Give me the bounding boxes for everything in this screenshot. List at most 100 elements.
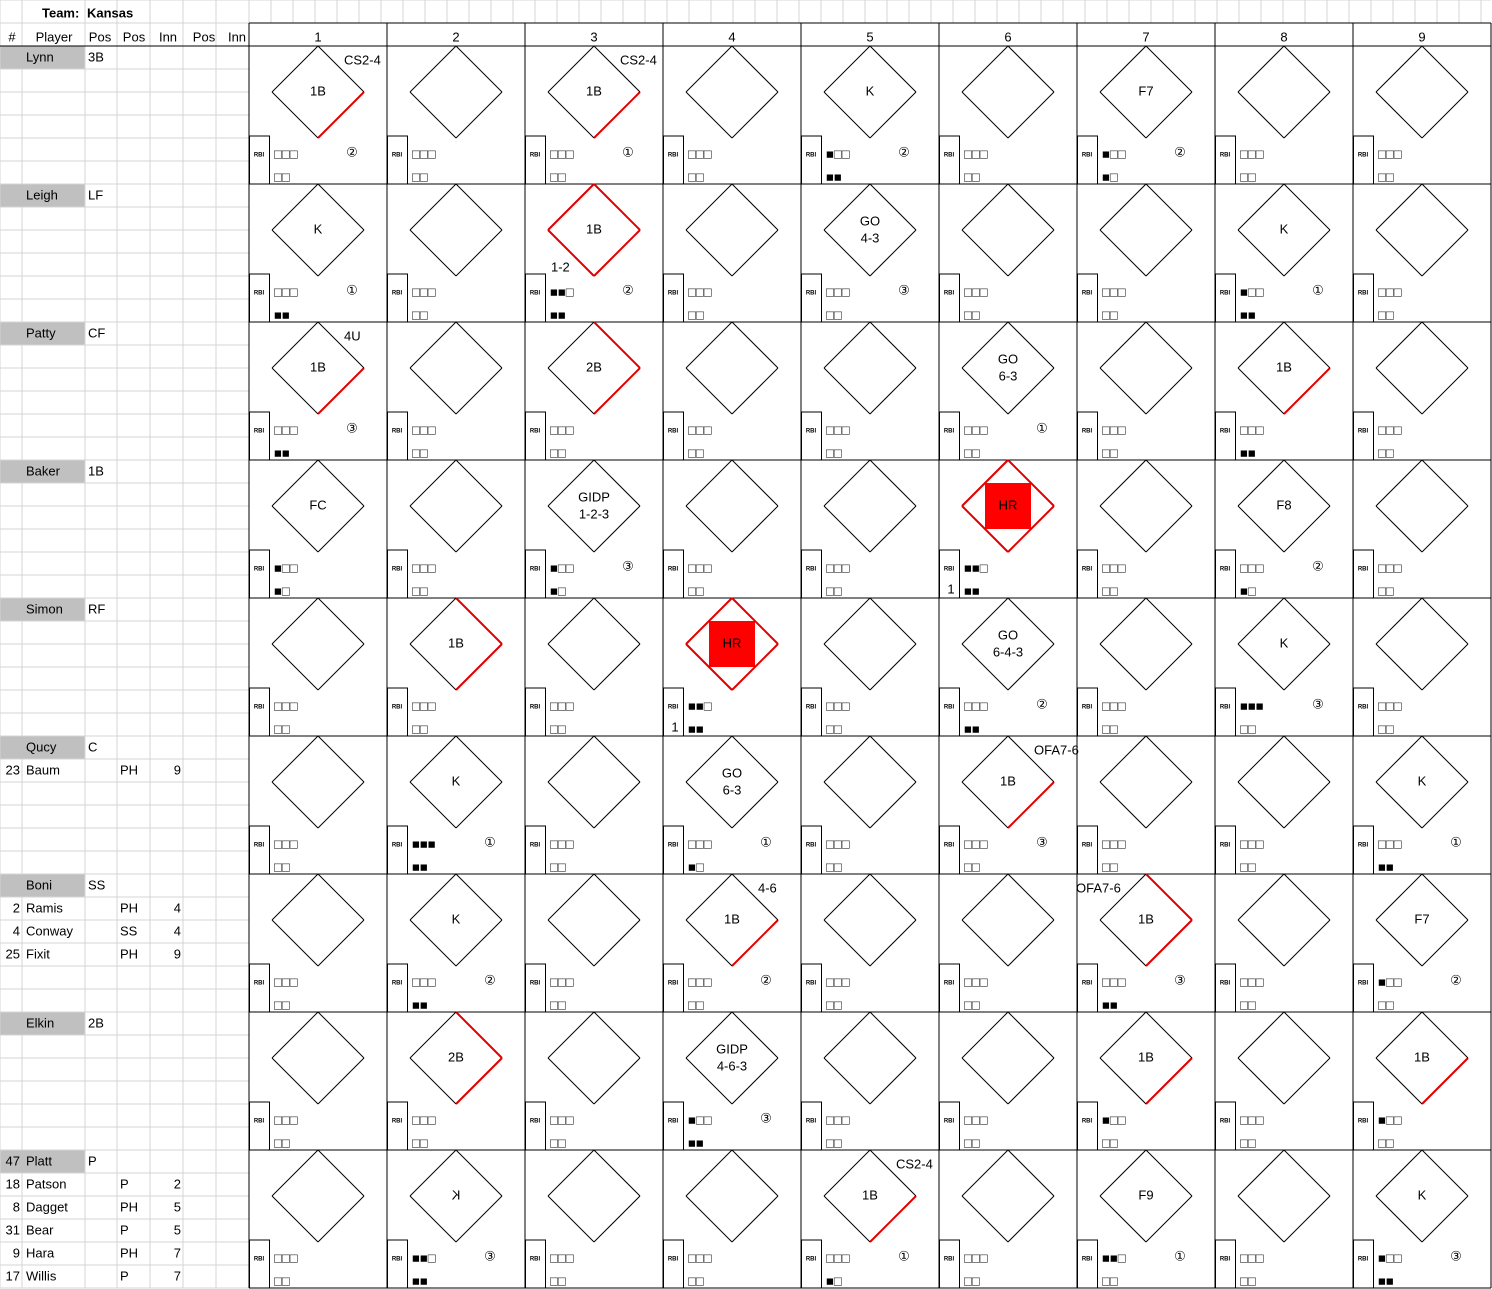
rbi-box bbox=[1215, 963, 1236, 1013]
diamond-edge bbox=[317, 459, 365, 507]
rbi-box bbox=[249, 411, 270, 461]
player-position: 3B bbox=[88, 49, 104, 64]
diamond-edge bbox=[547, 459, 595, 507]
sub-position: SS bbox=[120, 923, 138, 938]
strike-count: ■■ bbox=[274, 445, 290, 460]
strike-count: □□ bbox=[1378, 583, 1394, 598]
strike-count: ■■ bbox=[688, 721, 704, 736]
diamond-edge bbox=[823, 91, 871, 139]
ball-count: □□□ bbox=[826, 974, 850, 989]
diamond-edge bbox=[1099, 505, 1147, 553]
ball-count: □□□ bbox=[550, 1250, 574, 1265]
rbi-box bbox=[939, 963, 960, 1013]
diamond-edge bbox=[271, 1195, 319, 1243]
play-detail: 4-6-3 bbox=[717, 1058, 747, 1073]
diamond-edge bbox=[547, 1011, 595, 1059]
diamond-edge bbox=[593, 781, 641, 829]
play-result: FC bbox=[309, 497, 326, 512]
diamond-edge bbox=[1237, 597, 1285, 645]
rbi-label: RBI bbox=[944, 981, 955, 987]
diamond-edge bbox=[1007, 91, 1055, 139]
sub-position: PH bbox=[120, 1199, 138, 1214]
strike-count: □□ bbox=[550, 859, 566, 874]
rbi-label: RBI bbox=[806, 1257, 817, 1263]
diamond-edge bbox=[455, 459, 503, 507]
strike-count: □□ bbox=[688, 169, 704, 184]
diamond-edge bbox=[1099, 1057, 1147, 1105]
diamond-edge bbox=[271, 735, 319, 783]
ball-count: □□□ bbox=[688, 1250, 712, 1265]
rbi-box bbox=[525, 135, 546, 185]
rbi-box bbox=[1353, 825, 1374, 875]
play-result: K bbox=[1280, 635, 1289, 650]
diamond-edge bbox=[547, 643, 595, 691]
rbi-label: RBI bbox=[668, 567, 679, 573]
base-path bbox=[1283, 367, 1331, 415]
ball-count: ■■□ bbox=[550, 284, 574, 299]
diamond-edge bbox=[409, 919, 457, 967]
diamond-edge bbox=[823, 781, 871, 829]
diamond-edge bbox=[1007, 1149, 1055, 1197]
diamond-edge bbox=[1237, 229, 1285, 277]
out-number: ③ bbox=[760, 1110, 772, 1125]
rbi-box bbox=[525, 1239, 546, 1289]
inning-header: 3 bbox=[590, 29, 597, 44]
base-path bbox=[317, 367, 365, 415]
diamond-edge bbox=[1421, 459, 1469, 507]
rbi-label: RBI bbox=[1220, 291, 1231, 297]
sub-position: P bbox=[120, 1268, 129, 1283]
strike-count: □□ bbox=[1240, 1135, 1256, 1150]
rbi-box bbox=[801, 549, 822, 599]
out-number: ③ bbox=[622, 558, 634, 573]
rbi-label: RBI bbox=[1082, 567, 1093, 573]
player-name: Lynn bbox=[26, 49, 54, 64]
play-note: 4U bbox=[344, 328, 361, 343]
diamond-edge bbox=[1421, 505, 1469, 553]
play-result: F7 bbox=[1414, 911, 1429, 926]
diamond-edge bbox=[547, 45, 595, 93]
ball-count: □□□ bbox=[412, 698, 436, 713]
rbi-box bbox=[525, 549, 546, 599]
ball-count: □□□ bbox=[1240, 146, 1264, 161]
diamond-edge bbox=[1145, 735, 1193, 783]
play-result: 1B bbox=[586, 221, 602, 236]
diamond-edge bbox=[1007, 735, 1055, 783]
diamond-edge bbox=[1421, 45, 1469, 93]
sub-number: 23 bbox=[6, 762, 20, 777]
strike-count: □□ bbox=[964, 445, 980, 460]
strike-count: ■■ bbox=[688, 1135, 704, 1150]
ball-count: □□□ bbox=[688, 146, 712, 161]
diamond-edge bbox=[409, 183, 457, 231]
diamond-edge bbox=[271, 1011, 319, 1059]
rbi-label: RBI bbox=[1220, 429, 1231, 435]
base-path bbox=[455, 643, 503, 691]
strike-count: □□ bbox=[964, 1273, 980, 1288]
diamond-edge bbox=[271, 321, 319, 369]
diamond-edge bbox=[1283, 321, 1331, 369]
diamond-edge bbox=[593, 735, 641, 783]
rbi-label: RBI bbox=[392, 429, 403, 435]
rbi-label: RBI bbox=[1358, 843, 1369, 849]
diamond-edge bbox=[1145, 183, 1193, 231]
ball-count: ■■□ bbox=[688, 698, 712, 713]
rbi-box bbox=[939, 411, 960, 461]
diamond-edge bbox=[1375, 1011, 1423, 1059]
diamond-edge bbox=[317, 1195, 365, 1243]
rbi-box bbox=[525, 687, 546, 737]
diamond-edge bbox=[409, 321, 457, 369]
strike-count: □□ bbox=[412, 583, 428, 598]
diamond-edge bbox=[593, 597, 641, 645]
rbi-label: RBI bbox=[530, 153, 541, 159]
diamond-edge bbox=[731, 367, 779, 415]
play-result: F8 bbox=[1276, 497, 1291, 512]
rbi-box bbox=[1077, 411, 1098, 461]
rbi-label: RBI bbox=[392, 291, 403, 297]
out-number: ① bbox=[898, 1248, 910, 1263]
diamond-edge bbox=[1099, 735, 1147, 783]
rbi-label: RBI bbox=[392, 153, 403, 159]
play-detail: 6-3 bbox=[723, 782, 742, 797]
diamond-edge bbox=[869, 643, 917, 691]
diamond-edge bbox=[961, 229, 1009, 277]
diamond-edge bbox=[271, 1057, 319, 1105]
rbi-label: RBI bbox=[530, 567, 541, 573]
